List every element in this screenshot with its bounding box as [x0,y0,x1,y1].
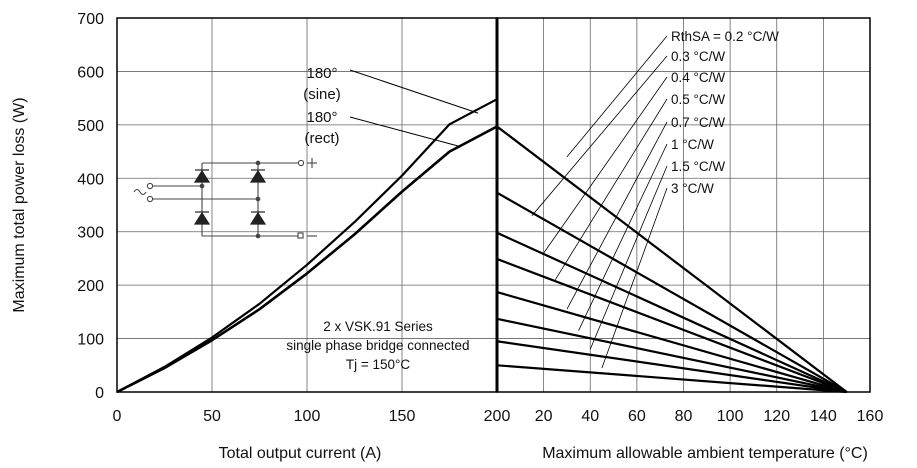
left-x-tick-label: 50 [203,408,221,425]
y-tick-label: 600 [77,64,104,81]
right-x-tick-label: 80 [675,408,693,425]
rth-labels: RthSA = 0.2 °C/W 0.3 °C/W 0.4 °C/W 0.5 °… [671,29,779,196]
rth-leader-line [566,35,668,158]
rth-line-4 [496,291,847,394]
rth-label-4: 0.7 °C/W [671,115,725,130]
right-x-tick-label: 160 [857,408,884,425]
sine-annotation-line2: (sine) [303,86,341,103]
rth-line-0 [496,125,848,393]
right-x-axis-title: Maximum allowable ambient temperature (°… [542,445,868,462]
y-tick-label: 300 [77,225,104,242]
rth-leader-line [578,143,668,331]
rth-leader-line [601,187,668,369]
sine-leader-line [349,69,479,114]
rth-leader-line [543,76,668,254]
tick-labels: 0 100 200 300 400 500 600 700 0 50 100 150 200 20 40 60… [77,11,883,425]
series-note-line2: single phase bridge connected [286,338,469,353]
left-x-tick-label: 100 [294,408,321,425]
left-x-tick-label: 0 [113,408,122,425]
y-axis-title: Maximum total power loss (W) [11,97,28,312]
annotation-leader-lines [349,35,668,369]
rth-label-0: RthSA = 0.2 °C/W [671,29,779,44]
right-x-tick-label: 60 [628,408,646,425]
sine-curve [116,98,498,393]
rect-annotation-line1: 180° [306,109,337,126]
right-x-tick-label: 40 [581,408,599,425]
rect-annotation-line2: (rect) [305,130,340,147]
bridge-diode-icons [193,169,267,225]
rect-leader-line [349,116,460,147]
rth-label-6: 1.5 °C/W [671,159,725,174]
rth-line-5 [496,317,847,394]
rth-line-6 [496,340,847,394]
left-x-axis-title: Total output current (A) [219,445,382,462]
y-tick-label: 500 [77,118,104,135]
rth-leader-line [554,98,668,281]
grid-lines [116,17,871,393]
rth-label-5: 1 °C/W [671,137,714,152]
series-note-line3: Tj = 150°C [346,357,411,372]
bridge-circuit-icon [133,158,317,239]
rect-curve [116,125,498,394]
data-series [116,98,848,394]
left-x-tick-label: 150 [389,408,416,425]
rth-label-3: 0.5 °C/W [671,92,725,107]
rth-line-7 [496,364,847,394]
rth-label-2: 0.4 °C/W [671,70,725,85]
rth-line-2 [496,231,848,394]
rth-line-1 [496,191,848,393]
y-tick-label: 400 [77,171,104,188]
rth-label-7: 3 °C/W [671,181,714,196]
y-tick-label: 0 [95,385,104,402]
right-x-tick-label: 100 [717,408,744,425]
y-tick-label: 100 [77,332,104,349]
rth-leader-line [531,55,668,216]
right-x-tick-label: 120 [763,408,790,425]
right-x-tick-label: 20 [535,408,553,425]
rth-leader-line [566,121,668,310]
rth-line-3 [496,257,848,394]
series-note-line1: 2 x VSK.91 Series [323,319,433,334]
y-tick-label: 200 [77,278,104,295]
rth-leader-line [589,165,668,350]
y-tick-label: 700 [77,11,104,28]
left-x-tick-label: 200 [484,408,511,425]
right-x-tick-label: 140 [810,408,837,425]
sine-annotation-line1: 180° [306,65,337,82]
rth-label-1: 0.3 °C/W [671,49,725,64]
